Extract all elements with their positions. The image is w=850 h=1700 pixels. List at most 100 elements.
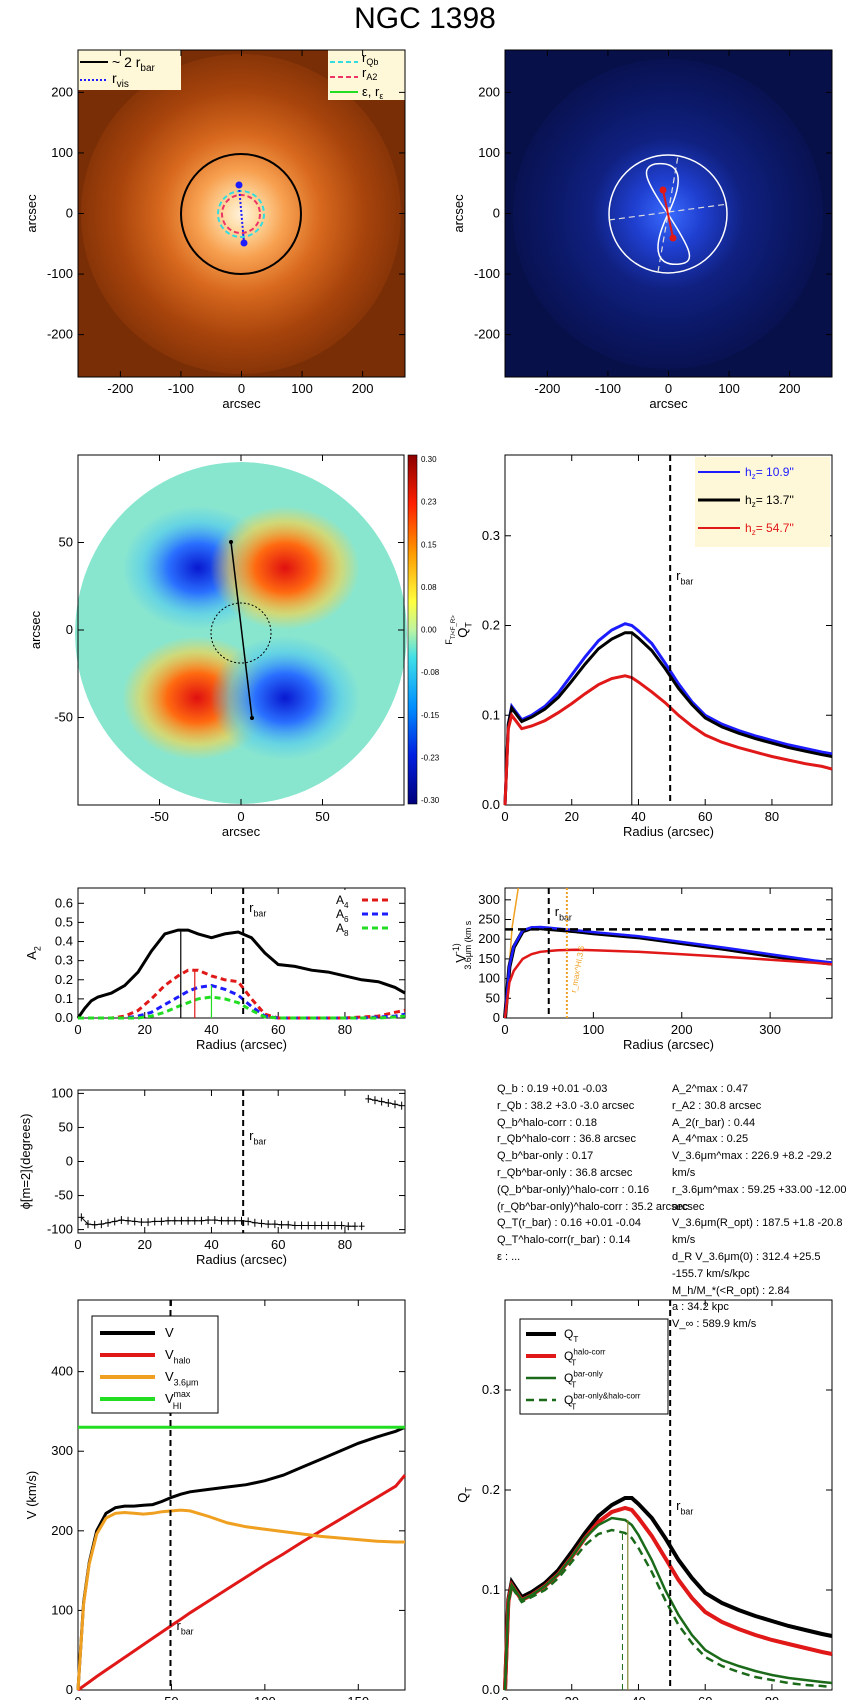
y-tick-label: 0.0 [482, 1682, 500, 1697]
y-tick-label: 0.2 [482, 618, 500, 633]
x-tick-label: 200 [779, 381, 801, 396]
x-tick-label: 150 [347, 1694, 369, 1700]
stat-line: r_Qb : 38.2 +3.0 -3.0 arcsec [497, 1099, 635, 1112]
y-tick-label: 50 [59, 1119, 73, 1134]
y-tick-label: 0 [493, 1010, 500, 1025]
series-line [503, 1496, 833, 1691]
x-tick-label: 40 [631, 1694, 645, 1700]
x-tick-label: 0 [501, 1694, 508, 1700]
colorbar-tick-label: -0.08 [421, 668, 440, 677]
series-line [503, 1528, 833, 1691]
legend-label: Qbar-only T [564, 1370, 604, 1390]
stat-line: Q_b^bar-only : 0.17 [497, 1150, 594, 1163]
x-tick-label: 100 [718, 381, 740, 396]
stat-line: r_Qb^bar-only : 36.8 arcsec [497, 1166, 633, 1179]
x-tick-label: 50 [315, 809, 329, 824]
colorbar-label: FT/<F_R> [444, 615, 457, 645]
x-tick-label: 200 [352, 381, 374, 396]
panel-image-blue [504, 49, 833, 378]
legend-label: hz= 54.7'' [745, 521, 794, 537]
y-axis-label: arcsec [451, 194, 466, 233]
y-tick-label: 0 [66, 1154, 73, 1169]
stat-line: A_4^max : 0.25 [672, 1133, 749, 1146]
axes-p2: -200 -100 0 100 200 -200 -100 0 100 200 arcsec arcs… [451, 50, 832, 411]
series-line [76, 928, 406, 1019]
y-tick-label: 100 [478, 145, 500, 160]
y-tick-label: 0 [493, 206, 500, 221]
series-line [503, 1516, 833, 1691]
series-line [503, 925, 833, 1019]
colorbar-tick-label: -0.30 [421, 796, 440, 805]
colorbar-ticks: 0.30 0.23 0.15 0.08 0.00 -0.08 -0.15 -0.23 -0.30… [421, 455, 457, 805]
y-axis-label: ϕ[m=2](degrees) [18, 1114, 33, 1210]
y-tick-label: 0.2 [482, 1482, 500, 1497]
y-tick-label: 50 [59, 535, 73, 550]
x-tick-label: 80 [338, 1022, 352, 1037]
x-tick-label: 300 [759, 1022, 781, 1037]
x-tick-label: 40 [631, 809, 645, 824]
y-tick-label: 0.3 [482, 1382, 500, 1397]
x-tick-label: 0 [665, 381, 672, 396]
colorbar-tick-label: 0.23 [421, 498, 437, 507]
panel-image-orange: ~ 2 rbar rvis rQb rA2 ε, rε [77, 49, 406, 378]
y-tick-label: 250 [478, 912, 500, 927]
series-line [76, 1425, 406, 1691]
legend-label-eps: ε, rε [362, 84, 383, 101]
legend-label: A6 [336, 907, 349, 924]
panel-force-map [75, 454, 418, 806]
y-tick-label: 0.1 [482, 1582, 500, 1597]
y-axis-label: arcsec [24, 194, 39, 233]
legend-label: hz= 13.7'' [745, 493, 794, 509]
bar-red-end-top [659, 186, 667, 194]
rbar-label: rbar [676, 568, 693, 587]
legend-label: V [165, 1325, 174, 1340]
stat-line: (Q_b^bar-only)^halo-corr : 0.16 [497, 1183, 650, 1196]
x-tick-label: 50 [164, 1694, 178, 1700]
x-tick-label: 20 [565, 809, 579, 824]
y-tick-label: 200 [51, 84, 73, 99]
y-tick-label: 0.2 [55, 972, 73, 987]
legend-label: hz= 10.9'' [745, 465, 794, 481]
stat-line: A_2^max : 0.47 [672, 1083, 749, 1095]
axes-p6: 0 100 200 300 0 50 100 150 200 250 300 Radius (arcs… [451, 887, 833, 1052]
y-tick-label: 150 [478, 951, 500, 966]
x-tick-label: -50 [150, 809, 169, 824]
x-tick-label: 20 [565, 1694, 579, 1700]
stat-line: Q_T(r_bar) : 0.16 +0.01 -0.04 [497, 1217, 641, 1230]
rvis-line [238, 185, 245, 244]
y-tick-label: -100 [474, 266, 500, 281]
x-tick-label: 40 [204, 1022, 218, 1037]
legend-label: A4 [336, 893, 349, 910]
axes-frame-p4 [504, 454, 833, 806]
x-tick-label: 60 [698, 1694, 712, 1700]
stat-line: V_3.6μm(R_opt) : 187.5 +1.8 -20.8 km/s [672, 1217, 843, 1247]
series-line [78, 995, 406, 1020]
rbar-label: rbar [176, 1618, 193, 1637]
rbar-label: rbar [676, 1498, 693, 1517]
x-tick-label: 0 [74, 1694, 81, 1700]
rmax-annotation: r_max^HI,3.6 [569, 945, 586, 994]
ring-rA2 [221, 194, 261, 234]
rvis-end-bottom [240, 239, 248, 247]
y-tick-label: -100 [47, 266, 73, 281]
series-line [78, 983, 406, 1020]
bar-axis-line [230, 541, 253, 719]
legend-label: Qhalo-corr T [564, 1348, 606, 1368]
stat-line: r_A2 : 30.8 arcsec [672, 1099, 762, 1112]
y-tick-label: -200 [47, 327, 73, 342]
lobe-blue-lower-right [210, 636, 360, 760]
x-axis-label: Radius (arcsec) [196, 1252, 287, 1267]
y-tick-label: -200 [474, 327, 500, 342]
x-tick-label: 0 [74, 1022, 81, 1037]
y-tick-label: 0.0 [482, 797, 500, 812]
axes-frame-p5 [77, 887, 406, 1019]
y-tick-label: 0 [66, 206, 73, 221]
x-tick-label: -100 [168, 381, 194, 396]
x-tick-label: -200 [534, 381, 560, 396]
bar-red-end-bottom [669, 234, 677, 242]
stat-line: d_R V_3.6μm(0) : 312.4 +25.5 -155.7 km/s… [672, 1250, 821, 1280]
bar-axis-end-top [229, 540, 233, 544]
y-tick-label: 100 [478, 971, 500, 986]
rbar-label: rbar [555, 904, 572, 923]
